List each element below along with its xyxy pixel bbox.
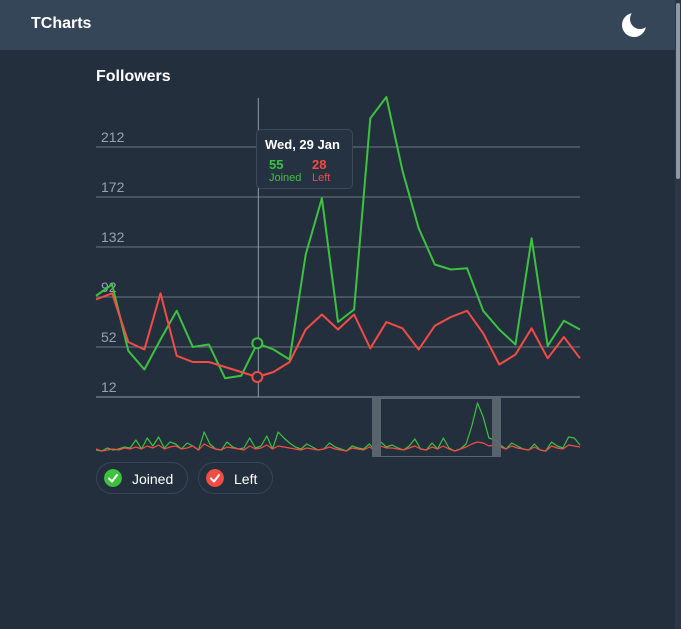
moon-icon[interactable]	[620, 11, 648, 39]
app-header: TCharts	[0, 0, 675, 50]
navigator-handle-right	[492, 398, 501, 457]
chart-tooltip: Wed, 29 Jan 55 Joined 28 Left	[256, 129, 353, 189]
page-scrollbar[interactable]	[675, 0, 681, 629]
chart-title: Followers	[96, 68, 171, 85]
legend-toggle-joined[interactable]: Joined	[96, 462, 188, 494]
navigator-handle-left	[372, 398, 381, 457]
check-icon	[104, 469, 122, 487]
series-line-joined	[95, 96, 581, 380]
series-line-left	[95, 292, 581, 378]
y-tick-label: 52	[101, 329, 117, 345]
y-tick-label: 172	[101, 179, 125, 195]
y-tick-label: 12	[101, 379, 117, 395]
hover-point-left	[251, 371, 264, 383]
y-tick-label: 212	[101, 129, 125, 145]
hover-point-joined	[251, 337, 264, 350]
legend-toggle-left[interactable]: Left	[198, 462, 273, 494]
legend-label-left: Left	[234, 471, 258, 487]
tooltip-left-label: Left	[312, 172, 331, 184]
scrollbar-thumb[interactable]	[676, 3, 680, 179]
app-title: TCharts	[31, 15, 92, 32]
tooltip-left-value: 28	[312, 157, 327, 172]
check-icon	[206, 469, 224, 487]
tooltip-joined-label: Joined	[269, 172, 302, 184]
legend-label-joined: Joined	[132, 471, 174, 487]
y-tick-label: 132	[101, 229, 125, 245]
tooltip-joined-value: 55	[269, 157, 284, 172]
tooltip-date: Wed, 29 Jan	[265, 137, 340, 152]
